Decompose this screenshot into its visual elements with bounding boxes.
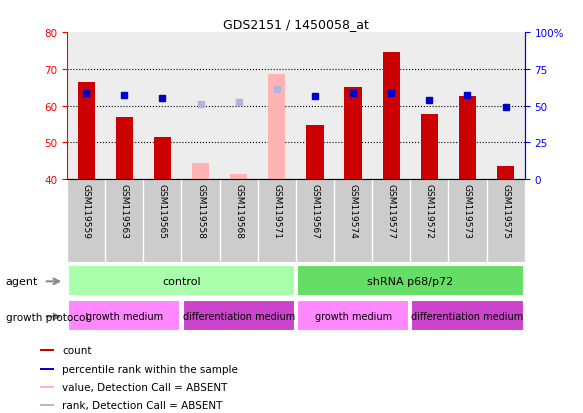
Text: GSM119571: GSM119571	[272, 184, 282, 239]
Text: shRNA p68/p72: shRNA p68/p72	[367, 276, 454, 286]
Bar	[143, 33, 181, 180]
Bar	[40, 368, 54, 370]
Bar	[181, 33, 220, 180]
Bar	[421, 114, 438, 180]
Bar	[258, 33, 296, 180]
Text: growth protocol: growth protocol	[6, 312, 88, 322]
Bar	[230, 174, 247, 180]
Text: growth medium: growth medium	[314, 311, 392, 321]
Bar	[78, 83, 94, 180]
Bar	[297, 266, 524, 296]
Bar	[345, 88, 361, 180]
Text: rank, Detection Call = ABSENT: rank, Detection Call = ABSENT	[62, 400, 222, 411]
Text: GSM119559: GSM119559	[82, 184, 90, 239]
Bar	[268, 75, 286, 180]
Text: GSM119558: GSM119558	[196, 184, 205, 239]
Text: GSM119567: GSM119567	[310, 184, 319, 239]
Text: differentiation medium: differentiation medium	[412, 311, 524, 321]
Bar	[192, 163, 209, 180]
Title: GDS2151 / 1450058_at: GDS2151 / 1450058_at	[223, 17, 369, 31]
Bar	[154, 138, 171, 180]
Bar	[115, 118, 133, 180]
Bar	[487, 33, 525, 180]
Text: GSM119565: GSM119565	[158, 184, 167, 239]
Text: control: control	[162, 276, 201, 286]
Text: GSM119563: GSM119563	[120, 184, 129, 239]
Bar	[68, 266, 295, 296]
Bar	[382, 53, 400, 180]
Bar	[297, 301, 409, 331]
Text: GSM119575: GSM119575	[501, 184, 510, 239]
Bar	[68, 301, 180, 331]
Bar	[67, 33, 105, 180]
Bar	[334, 33, 372, 180]
Bar	[182, 301, 295, 331]
Text: GSM119572: GSM119572	[425, 184, 434, 239]
Bar	[372, 33, 410, 180]
Bar	[40, 404, 54, 406]
Text: growth medium: growth medium	[86, 311, 163, 321]
Text: GSM119574: GSM119574	[349, 184, 357, 239]
Bar	[296, 33, 334, 180]
Text: GSM119573: GSM119573	[463, 184, 472, 239]
Text: count: count	[62, 345, 92, 355]
Text: agent: agent	[6, 277, 38, 287]
Text: value, Detection Call = ABSENT: value, Detection Call = ABSENT	[62, 382, 227, 392]
Bar	[497, 167, 514, 180]
Bar	[410, 33, 448, 180]
Bar	[40, 386, 54, 388]
Bar	[459, 97, 476, 180]
Text: differentiation medium: differentiation medium	[182, 311, 295, 321]
Text: GSM119568: GSM119568	[234, 184, 243, 239]
Bar	[412, 301, 524, 331]
Text: GSM119577: GSM119577	[387, 184, 396, 239]
Bar	[105, 33, 143, 180]
Text: percentile rank within the sample: percentile rank within the sample	[62, 364, 238, 374]
Bar	[220, 33, 258, 180]
Bar	[448, 33, 487, 180]
Bar	[306, 126, 324, 180]
Bar	[40, 349, 54, 351]
